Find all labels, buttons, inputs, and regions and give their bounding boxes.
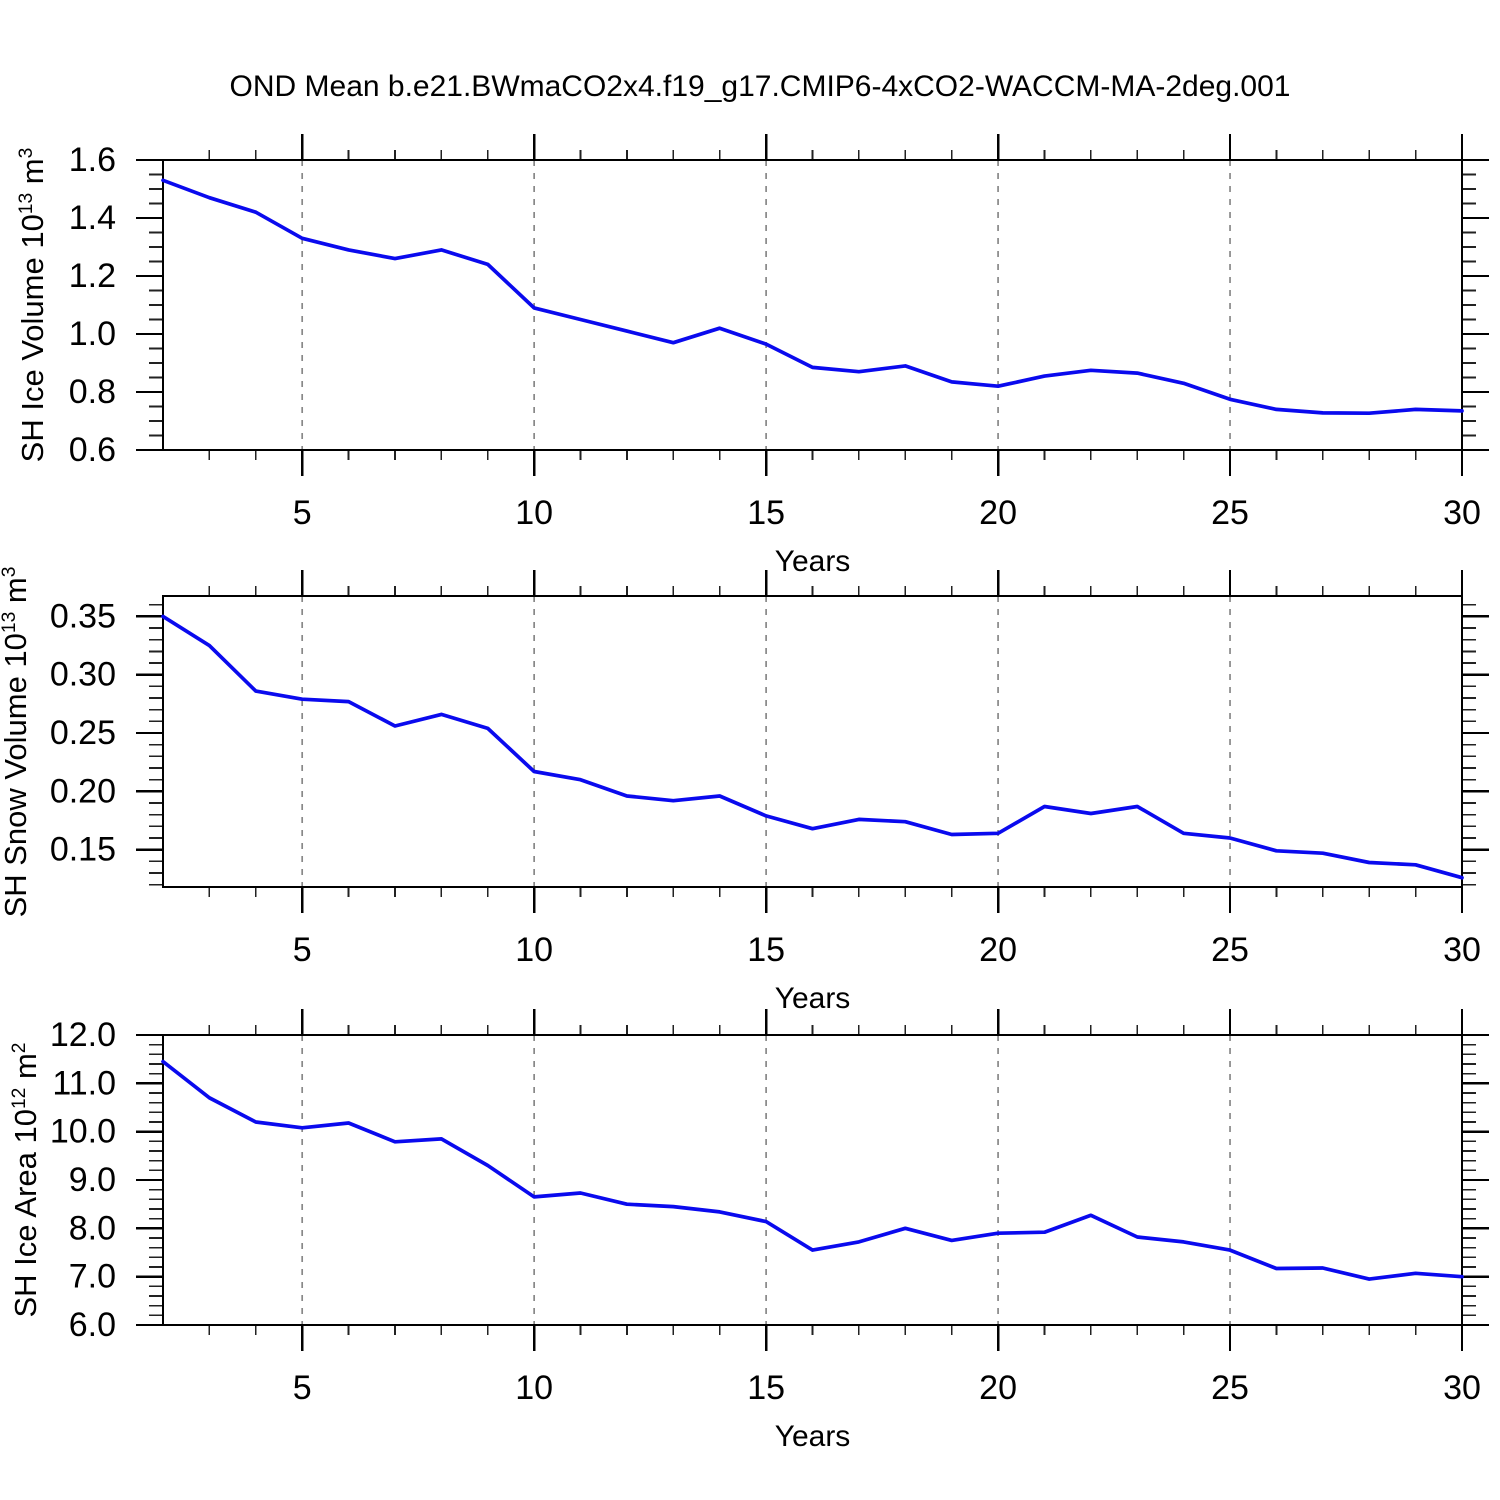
y-axis-title-text: SH Ice Volume 10 xyxy=(15,214,50,463)
unit-exponent-text: 3 xyxy=(16,147,38,159)
x-tick-label: 15 xyxy=(747,931,785,969)
exponent-text: 12 xyxy=(9,1087,31,1109)
y-tick-label: 11.0 xyxy=(52,1064,116,1102)
x-axis-title-panel3: Years xyxy=(774,1420,851,1453)
panel-sh-ice-area: 5 10 15 20 25 30 6.0 7.0 8.0 9.0 10.0 11.0 12.0 xyxy=(50,1009,1489,1407)
y-tick-label: 1.0 xyxy=(69,315,116,353)
x-tick-label: 15 xyxy=(747,494,785,532)
y-tick-label: 7.0 xyxy=(69,1258,116,1296)
y-tick-label: 10.0 xyxy=(50,1113,116,1151)
plot-frame xyxy=(161,1033,1464,1327)
unit-text: m xyxy=(8,1053,43,1088)
x-tick-label: 25 xyxy=(1211,1369,1249,1407)
panel-sh-snow-volume: 5 10 15 20 25 30 0.15 0.20 0.25 0.30 0.35 xyxy=(50,570,1489,969)
plot-frame xyxy=(161,158,1464,452)
y-axis-title-ice-area: SH Ice Area 1012 m2 xyxy=(4,870,48,1490)
unit-text: m xyxy=(0,576,33,612)
x-tick-label: 5 xyxy=(293,931,312,969)
y-tick-label: 0.20 xyxy=(50,772,116,810)
plot-frame xyxy=(161,594,1464,889)
x-axis-title-panel2: Years xyxy=(774,982,851,1015)
y-tick-label: 9.0 xyxy=(69,1161,116,1199)
y-tick-label: 12.0 xyxy=(50,1016,116,1054)
unit-exponent-text: 3 xyxy=(0,566,21,577)
x-tick-label: 30 xyxy=(1443,931,1481,969)
x-tick-label: 10 xyxy=(515,931,553,969)
chart-title: OND Mean b.e21.BWmaCO2x4.f19_g17.CMIP6-4… xyxy=(229,70,1291,103)
x-tick-label: 25 xyxy=(1211,494,1249,532)
x-tick-label: 10 xyxy=(515,494,553,532)
y-tick-label: 6.0 xyxy=(69,1306,116,1344)
y-tick-label: 0.30 xyxy=(50,656,116,694)
data-line xyxy=(161,178,1464,416)
data-line xyxy=(161,614,1464,880)
data-line xyxy=(161,1059,1464,1281)
y-tick-label: 1.4 xyxy=(69,199,116,237)
panel-sh-ice-volume: 5 10 15 20 25 30 0.6 0.8 1.0 1.2 1.4 1.6 xyxy=(69,134,1489,532)
y-tick-label: 0.6 xyxy=(69,431,116,469)
x-tick-label: 30 xyxy=(1443,1369,1481,1407)
y-axis-title-text: SH Ice Area 10 xyxy=(8,1109,43,1318)
x-axis-title-panel1: Years xyxy=(774,545,851,578)
x-tick-label: 5 xyxy=(293,1369,312,1407)
x-tick-label: 20 xyxy=(979,1369,1017,1407)
x-tick-label: 20 xyxy=(979,494,1017,532)
y-tick-label: 8.0 xyxy=(69,1209,116,1247)
y-tick-label: 1.6 xyxy=(69,141,116,179)
y-tick-label: 0.35 xyxy=(50,597,116,635)
x-tick-label: 25 xyxy=(1211,931,1249,969)
unit-text: m xyxy=(15,158,50,193)
y-tick-label: 0.15 xyxy=(50,831,116,869)
y-tick-label: 0.25 xyxy=(50,714,116,752)
x-tick-label: 5 xyxy=(293,494,312,532)
unit-exponent-text: 2 xyxy=(9,1042,31,1054)
exponent-text: 13 xyxy=(16,192,38,215)
x-tick-label: 15 xyxy=(747,1369,785,1407)
x-tick-label: 30 xyxy=(1443,494,1481,532)
x-tick-label: 20 xyxy=(979,931,1017,969)
y-tick-label: 0.8 xyxy=(69,373,116,411)
y-tick-label: 1.2 xyxy=(69,257,116,295)
x-tick-label: 10 xyxy=(515,1369,553,1407)
exponent-text: 13 xyxy=(0,611,21,633)
